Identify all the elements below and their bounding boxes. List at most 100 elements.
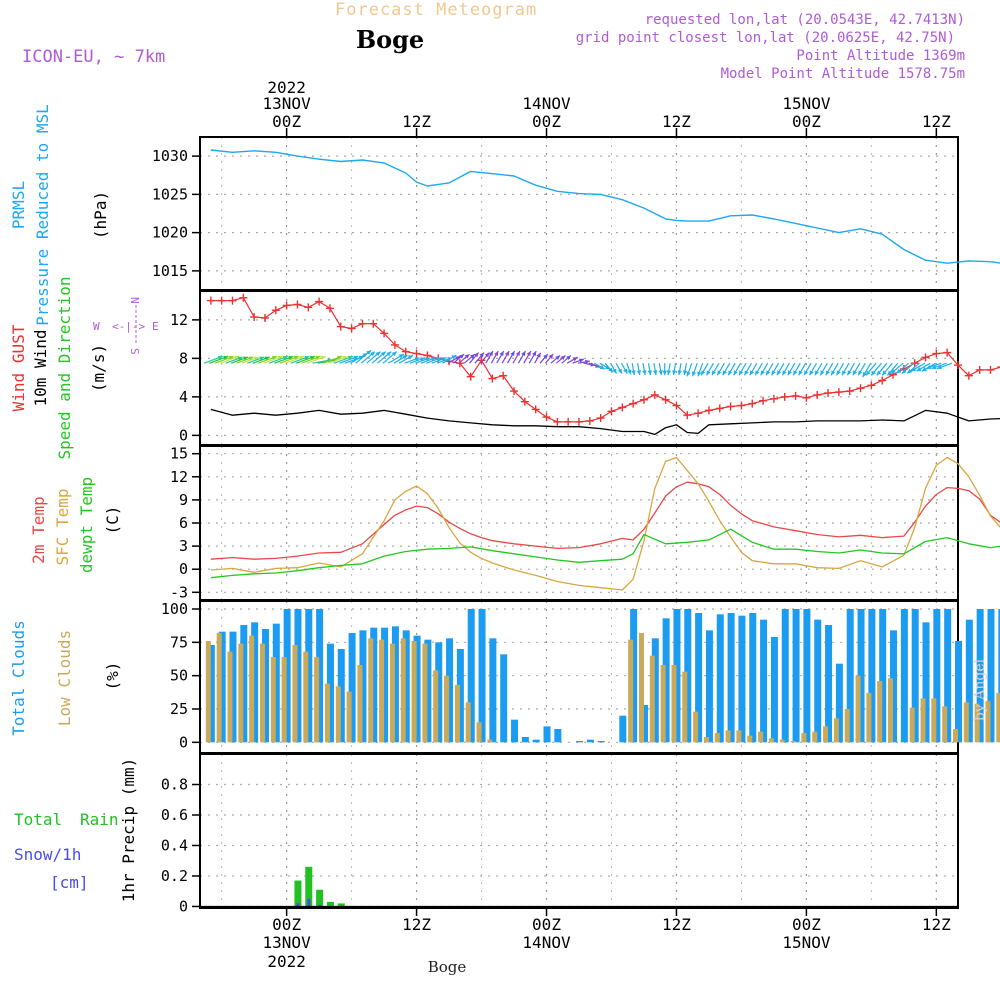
cloud-unit-label: (%): [103, 662, 122, 691]
total-cloud-bar: [705, 630, 713, 743]
wind-arrow-head: [682, 370, 688, 376]
pressure-line: [210, 149, 1000, 264]
dewpt-label: dewpt Temp: [77, 477, 96, 573]
total-cloud-bar: [879, 609, 887, 743]
wind-arrow-head: [548, 353, 554, 359]
pressure-unit-label: (hPa): [91, 191, 110, 239]
wind-arrow-head: [555, 355, 561, 361]
wind-arrow-head: [425, 357, 431, 362]
wind-arrow-head: [217, 355, 223, 360]
wind-arrow-head: [887, 370, 893, 376]
wind-arrow-head: [776, 370, 782, 376]
y-tick-label: 0.4: [161, 836, 188, 854]
snow-bar: [296, 903, 300, 907]
wind-arrow-head: [787, 370, 792, 376]
rain-bar: [316, 889, 324, 907]
total-cloud-bar: [337, 649, 345, 743]
y-tick-label: 12: [170, 468, 188, 486]
wind-10m-label: 10m Wind: [31, 329, 50, 406]
wind-arrow-head: [253, 356, 259, 361]
wind-arrow-head: [337, 355, 343, 360]
clouds-panel: 0 25 50 75 100: [161, 600, 1000, 754]
total-cloud-bar: [922, 622, 930, 743]
wind-arrow-head: [871, 370, 876, 376]
total-cloud-bar: [976, 609, 984, 743]
rain-bar: [337, 903, 345, 907]
wind-arrow-head: [304, 355, 310, 360]
low-cloud-bar: [465, 702, 471, 743]
forecast-title: Forecast Meteogram: [335, 0, 537, 20]
wind-arrow-head: [299, 355, 305, 360]
top-date-label: 14NOV: [522, 94, 571, 113]
wind-unit-label: (m/s): [89, 344, 108, 392]
wind-arrow-head: [847, 370, 852, 376]
wind-arrow-head: [691, 371, 697, 377]
total-cloud-bar: [218, 631, 226, 743]
wind-arrow-head: [572, 357, 578, 362]
low-cloud-bar: [714, 733, 720, 743]
requested-coords: requested lon,lat (20.0543E, 42.7413N): [645, 12, 965, 28]
pressure-msl-label: Pressure Reduced to MSL: [33, 104, 52, 326]
total-cloud-bar: [261, 629, 269, 743]
total-cloud-bar: [456, 649, 464, 743]
low-cloud-bar: [628, 639, 634, 743]
total-cloud-bar: [597, 741, 605, 743]
wind-arrow-head: [701, 370, 706, 376]
wind-arrow-head: [825, 370, 830, 376]
wind-speed-line: [210, 408, 1000, 436]
wind-arrow-head: [653, 370, 658, 376]
low-cloud-bar: [953, 729, 958, 743]
panel-frame: [199, 753, 959, 909]
low-cloud-bar: [227, 651, 233, 743]
total-cloud-bar: [933, 609, 941, 743]
low-cloud-bar: [920, 698, 926, 743]
total-cloud-bar: [283, 609, 291, 743]
wind-arrow-head: [686, 371, 691, 377]
gust-label: Wind GUST: [9, 324, 28, 411]
wind-arrow-head: [666, 370, 671, 376]
total-cloud-bar: [857, 609, 865, 743]
low-cloud-bar: [812, 731, 818, 743]
total-cloud-bar: [207, 645, 215, 743]
wind-arrow-head: [623, 368, 628, 374]
total-cloud-bar: [803, 609, 811, 743]
low-cloud-bar: [779, 739, 785, 743]
total-cloud-bar: [251, 622, 259, 743]
y-tick-label: 3: [179, 537, 188, 555]
y-tick-label: 25: [170, 700, 188, 718]
total-cloud-bar: [662, 618, 670, 743]
total-cloud-bar: [890, 630, 898, 743]
wind-arrow-head: [436, 357, 442, 362]
rain-bar: [294, 880, 302, 907]
low-cloud-bar: [324, 683, 330, 743]
low-cloud-bar: [357, 665, 363, 743]
y-tick-label: 9: [179, 491, 188, 509]
y-tick-label: 0: [179, 560, 188, 578]
wind-arrow-head: [890, 368, 896, 374]
total-cloud-bar: [576, 741, 583, 743]
total-cloud-bar: [500, 654, 508, 743]
compass-rose: N W <-|-> E S: [93, 297, 159, 355]
wind-panel: 0 4 8 12: [170, 290, 1000, 446]
wind-arrow-head: [677, 370, 682, 376]
y-tick-label: 1025: [152, 185, 188, 203]
bottom-hour-label: 00Z: [792, 915, 821, 934]
total-cloud-bar: [316, 609, 324, 743]
top-hour-label: 12Z: [922, 112, 951, 131]
y-tick-label: -3: [170, 583, 188, 601]
total-cloud-bar: [911, 609, 919, 743]
wind-arrow-head: [631, 370, 636, 376]
wind-arrow-head: [315, 355, 321, 360]
total-cloud-bar: [446, 638, 454, 743]
wind-arrow-head: [464, 354, 470, 359]
temp2m-label: 2m Temp: [29, 496, 48, 563]
total-cloud-bar: [749, 613, 757, 743]
low-cloud-bar: [736, 730, 742, 743]
total-cloud-bar: [348, 633, 356, 743]
total-cloud-bar: [640, 705, 648, 743]
y-tick-label: 100: [161, 600, 188, 618]
top-hour-label: 00Z: [272, 112, 301, 131]
low-cloud-bar: [844, 709, 850, 743]
total-cloud-bar: [630, 609, 638, 743]
